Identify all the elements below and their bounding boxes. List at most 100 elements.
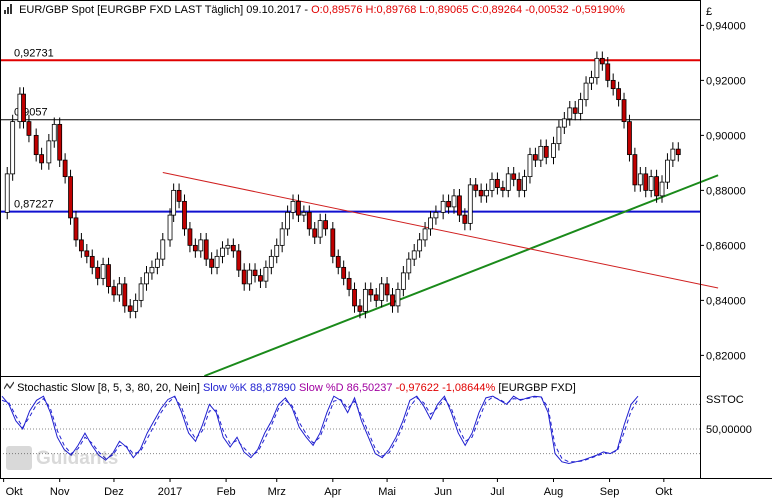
candle-body (567, 107, 573, 120)
chart-icon (4, 4, 14, 14)
stochastic-d-label: Slow %D 86,50237 (298, 382, 393, 394)
candle-body (198, 239, 204, 252)
candle-body (167, 214, 173, 241)
candle-body (122, 283, 128, 307)
candle-body (171, 189, 177, 216)
candle-body (106, 264, 111, 288)
candle-body (133, 299, 139, 312)
trendlines (162, 172, 719, 377)
candle-body (252, 269, 258, 277)
candle-body (395, 288, 401, 307)
candle-body (467, 184, 473, 224)
candle-body (659, 181, 665, 197)
candle-body (335, 255, 341, 268)
candle-body (285, 211, 290, 230)
candle-body (330, 228, 336, 257)
watermark: Guidants (6, 446, 118, 470)
candle-body (561, 118, 567, 128)
candle-body (301, 211, 307, 216)
candle-body (192, 244, 198, 252)
candle-body (428, 217, 433, 230)
candle-body (533, 154, 538, 161)
chart-header: EUR/GBP Spot [EURGBP FXD LAST Täglich] 0… (4, 4, 625, 16)
candle-body (346, 277, 352, 290)
candle-body (433, 211, 439, 219)
candle-body (209, 258, 215, 268)
x-tick-label: Dez (104, 486, 124, 498)
stochastic-axis-label: 50,00000 (706, 424, 752, 436)
candle-body (160, 239, 166, 260)
candle-body (610, 79, 616, 90)
candle-body (127, 305, 133, 312)
stochastic-k-label: Slow %K 88,87890 (202, 382, 296, 394)
candles (4, 51, 681, 319)
stochastic-icon (3, 381, 17, 394)
candle-body (116, 283, 122, 296)
candle-body (462, 214, 468, 224)
candle-body (594, 57, 600, 79)
y-tick-label: 0,88000 (706, 185, 746, 197)
candle-body (551, 143, 556, 158)
candle-body (230, 244, 236, 252)
candle-body (352, 288, 357, 307)
candle-body (220, 247, 225, 257)
candle-body (176, 189, 182, 202)
x-tick-label: Jul (490, 486, 504, 498)
candle-body (296, 200, 301, 216)
candle-body (543, 145, 549, 158)
candle-body (68, 176, 73, 219)
candle-body (203, 239, 209, 260)
y-tick-label: 0,82000 (706, 350, 746, 362)
stochastic-panel-label: SSTOC (706, 394, 744, 406)
candle-body (440, 200, 446, 213)
candle-body (446, 200, 451, 208)
candle-body (616, 88, 622, 101)
x-tick-label: Mrz (268, 486, 286, 498)
candle-body (100, 264, 106, 279)
candle-body (247, 269, 253, 285)
candle-body (263, 266, 269, 282)
candle-body (411, 250, 417, 260)
candle-body (400, 272, 406, 290)
candle-body (258, 275, 263, 282)
stochastic-header: Stochastic Slow [8, 5, 3, 80, 20, Nein] … (3, 381, 576, 394)
candle-body (648, 176, 654, 191)
downtrend-line (162, 172, 719, 289)
symbol-label: EUR/GBP Spot [EURGBP FXD LAST Täglich] 0… (19, 4, 309, 16)
candle-body (621, 99, 627, 123)
candle-body (73, 217, 79, 241)
candle-body (484, 189, 489, 197)
candle-body (241, 269, 247, 285)
candle-body (26, 121, 32, 136)
change-label: C:0,89264 -0,00532 -0,59190% (471, 4, 625, 16)
candle-body (154, 258, 160, 268)
candle-body (236, 250, 242, 271)
candle-body (538, 145, 544, 161)
candle-body (390, 294, 395, 307)
candle-body (306, 211, 312, 230)
candle-body (422, 228, 428, 241)
candle-body (290, 200, 296, 213)
candle-body (527, 154, 533, 178)
candle-body (384, 283, 390, 296)
watermark-text: Guidants (36, 448, 118, 469)
y-tick-label: 0,90000 (706, 130, 746, 142)
candle-body (516, 178, 522, 191)
x-tick-label: Sep (600, 486, 620, 498)
candle-body (583, 82, 589, 101)
candle-body (451, 195, 457, 208)
candle-body (225, 244, 231, 249)
stochastic-title: Stochastic Slow [8, 5, 3, 80, 20, Nein] (17, 382, 200, 394)
candle-body (357, 305, 363, 312)
candle-body (341, 266, 347, 279)
candle-body (368, 288, 374, 296)
candle-body (599, 57, 605, 65)
candle-body (4, 173, 10, 213)
ohlc-label: O:0,89576 H:0,89768 L:0,89065 (311, 4, 469, 16)
candle-body (78, 239, 84, 252)
candle-body (478, 189, 484, 197)
x-tick-label: Mai (378, 486, 396, 498)
candle-body (495, 178, 500, 189)
candle-body (632, 154, 638, 186)
